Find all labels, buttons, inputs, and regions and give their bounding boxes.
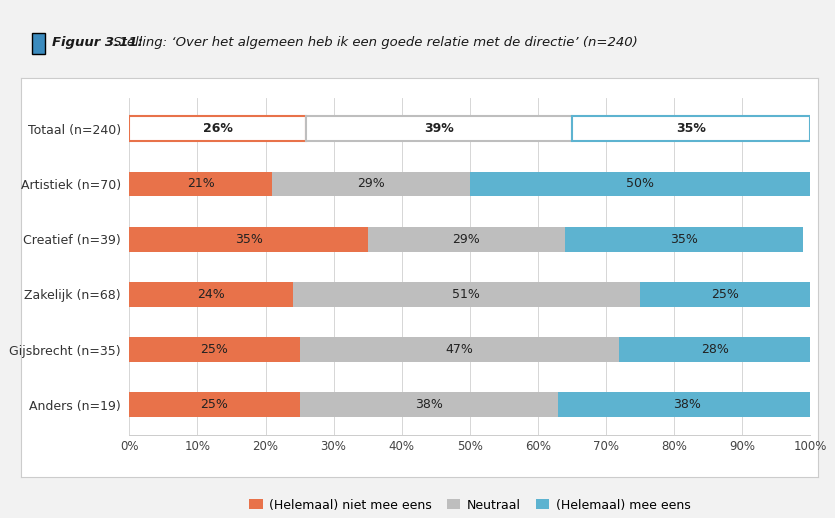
Text: 28%: 28% <box>701 343 729 356</box>
Bar <box>129 171 272 196</box>
Bar <box>293 282 640 307</box>
Text: 25%: 25% <box>200 343 229 356</box>
Text: 26%: 26% <box>203 122 233 135</box>
Bar <box>565 227 803 252</box>
Text: 39%: 39% <box>424 122 454 135</box>
Text: 25%: 25% <box>200 398 229 411</box>
Legend: (Helemaal) niet mee eens, Neutraal, (Helemaal) mee eens: (Helemaal) niet mee eens, Neutraal, (Hel… <box>244 494 696 516</box>
Bar <box>129 117 306 141</box>
Text: 29%: 29% <box>357 178 385 191</box>
Bar <box>572 117 810 141</box>
Text: 24%: 24% <box>197 288 225 301</box>
Bar <box>129 282 293 307</box>
Text: 29%: 29% <box>453 233 480 246</box>
Text: Stelling: ‘Over het algemeen heb ik een goede relatie met de directie’ (n=240): Stelling: ‘Over het algemeen heb ik een … <box>109 36 637 50</box>
Text: 47%: 47% <box>446 343 473 356</box>
Text: 38%: 38% <box>415 398 443 411</box>
Text: 50%: 50% <box>625 178 654 191</box>
Bar <box>620 337 810 362</box>
Text: 25%: 25% <box>711 288 739 301</box>
Text: Figuur 3.11:: Figuur 3.11: <box>52 36 143 50</box>
Bar <box>640 282 810 307</box>
Bar <box>469 171 810 196</box>
Bar <box>129 392 300 417</box>
Text: 51%: 51% <box>453 288 480 301</box>
Bar <box>272 171 469 196</box>
Bar <box>129 227 367 252</box>
Bar <box>367 227 565 252</box>
Text: 35%: 35% <box>235 233 262 246</box>
Bar <box>306 117 572 141</box>
Bar <box>300 392 558 417</box>
Text: 35%: 35% <box>671 233 698 246</box>
Text: 35%: 35% <box>676 122 706 135</box>
Text: 21%: 21% <box>187 178 215 191</box>
Bar <box>129 337 300 362</box>
Bar <box>300 337 620 362</box>
Text: 38%: 38% <box>674 398 701 411</box>
Bar <box>558 392 817 417</box>
